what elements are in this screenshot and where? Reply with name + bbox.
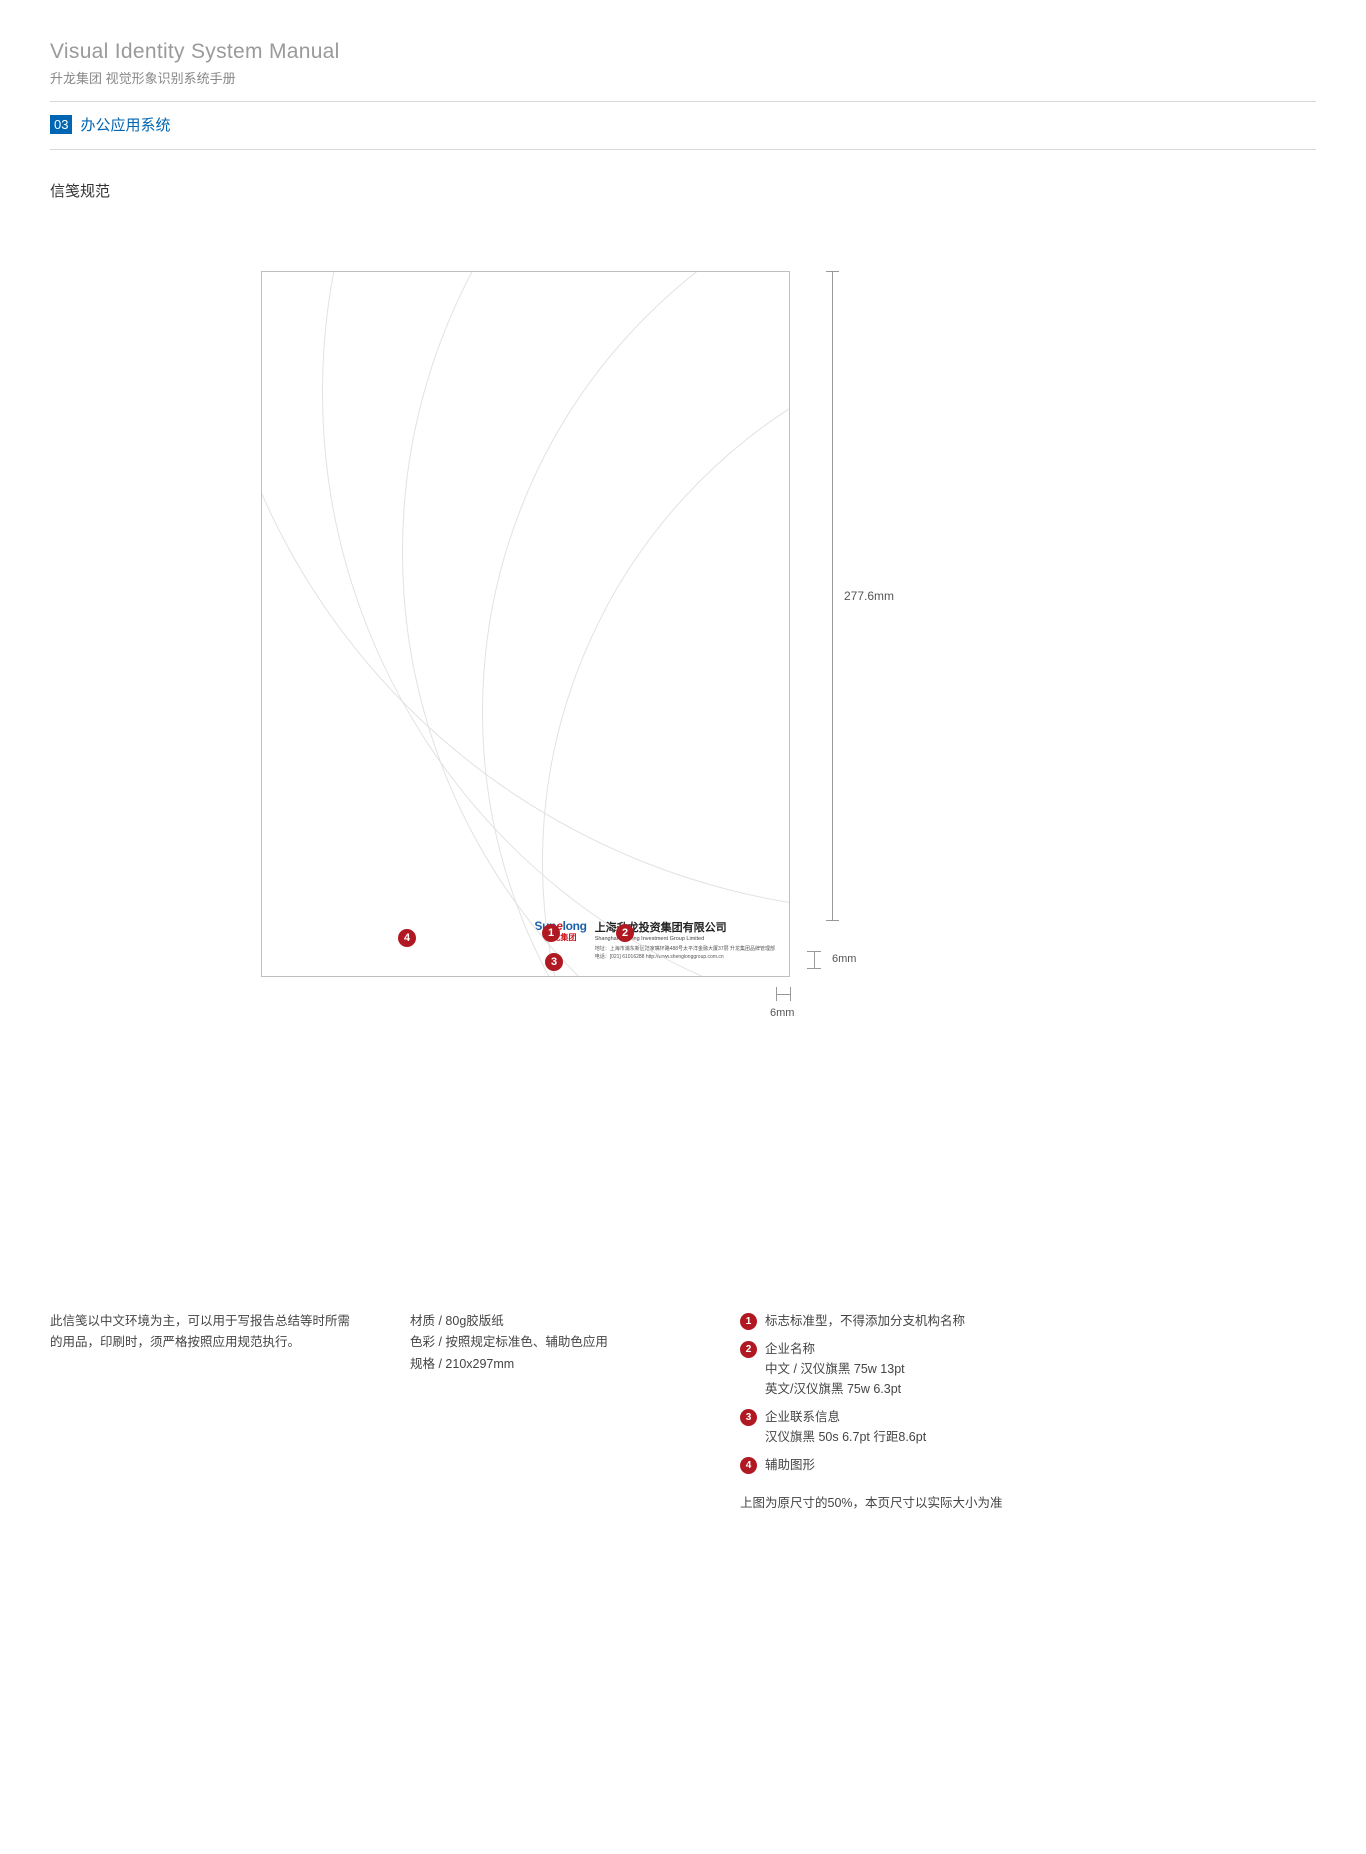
callout-badge-1: 1 <box>542 924 560 942</box>
dim-b-cap2 <box>790 987 791 1001</box>
header-title-cn: 升龙集团 视觉形象识别系统手册 <box>50 68 1316 87</box>
footer-note: 上图为原尺寸的50%，本页尺寸以实际大小为准 <box>740 1493 1316 1514</box>
legend-badge: 1 <box>740 1313 757 1330</box>
callout-badge-4: 4 <box>398 929 416 947</box>
dim-b-line <box>776 994 790 995</box>
dim-margin-right-label: 6mm <box>832 953 856 965</box>
legend-text: 辅助图形 <box>765 1455 815 1475</box>
legend-badge: 2 <box>740 1341 757 1358</box>
section-number-badge: 03 <box>50 115 72 134</box>
legend-item-4: 4 辅助图形 <box>740 1455 1316 1475</box>
footer-specs: 材质 / 80g胶版纸色彩 / 按照规定标准色、辅助色应用规格 / 210x29… <box>410 1311 690 1514</box>
legend-item-3: 3 企业联系信息汉仪旗黑 50s 6.7pt 行距8.6pt <box>740 1407 1316 1447</box>
divider-mid <box>50 149 1316 150</box>
dim-margin-bottom-label: 6mm <box>770 1007 794 1019</box>
divider-top <box>50 101 1316 102</box>
dim-height-label: 277.6mm <box>844 589 894 603</box>
footer-legend: 1 标志标准型，不得添加分支机构名称 2 企业名称中文 / 汉仪旗黑 75w 13pt… <box>740 1311 1316 1514</box>
callout-badge-2: 2 <box>616 924 634 942</box>
legend-text: 标志标准型，不得添加分支机构名称 <box>765 1311 965 1331</box>
spec-line: 规格 / 210x297mm <box>410 1354 690 1375</box>
dim-r-cap2 <box>807 968 821 969</box>
footer: 此信笺以中文环境为主，可以用于写报告总结等时所需的用品，印刷时，须严格按照应用规… <box>50 1311 1316 1514</box>
callout-badge-3: 3 <box>545 953 563 971</box>
dimension-vertical: 277.6mm <box>822 271 882 921</box>
legend-text: 企业联系信息汉仪旗黑 50s 6.7pt 行距8.6pt <box>765 1407 926 1447</box>
dim-v-line <box>832 271 833 921</box>
dim-v-cap-bot <box>826 920 839 921</box>
legend-badge: 3 <box>740 1409 757 1426</box>
legend-text: 企业名称中文 / 汉仪旗黑 75w 13pt英文/汉仪旗黑 75w 6.3pt <box>765 1339 905 1399</box>
footer-description: 此信笺以中文环境为主，可以用于写报告总结等时所需的用品，印刷时，须严格按照应用规… <box>50 1311 360 1514</box>
subsection-title: 信笺规范 <box>50 180 1316 201</box>
dim-r-line <box>814 951 815 968</box>
diagram-area: Sunelong 升龙集团 上海升龙投资集团有限公司 Shanghai Sunl… <box>50 271 1316 1031</box>
spec-line: 材质 / 80g胶版纸 <box>410 1311 690 1332</box>
legend-badge: 4 <box>740 1457 757 1474</box>
section-title: 办公应用系统 <box>80 114 170 135</box>
letterhead-preview: Sunelong 升龙集团 上海升龙投资集团有限公司 Shanghai Sunl… <box>261 271 790 977</box>
dim-v-cap-top <box>826 271 839 272</box>
header-title-en: Visual Identity System Manual <box>50 40 1316 64</box>
section-row: 03 办公应用系统 <box>50 114 1316 135</box>
spec-line: 色彩 / 按照规定标准色、辅助色应用 <box>410 1332 690 1353</box>
legend-item-2: 2 企业名称中文 / 汉仪旗黑 75w 13pt英文/汉仪旗黑 75w 6.3pt <box>740 1339 1316 1399</box>
legend-item-1: 1 标志标准型，不得添加分支机构名称 <box>740 1311 1316 1331</box>
